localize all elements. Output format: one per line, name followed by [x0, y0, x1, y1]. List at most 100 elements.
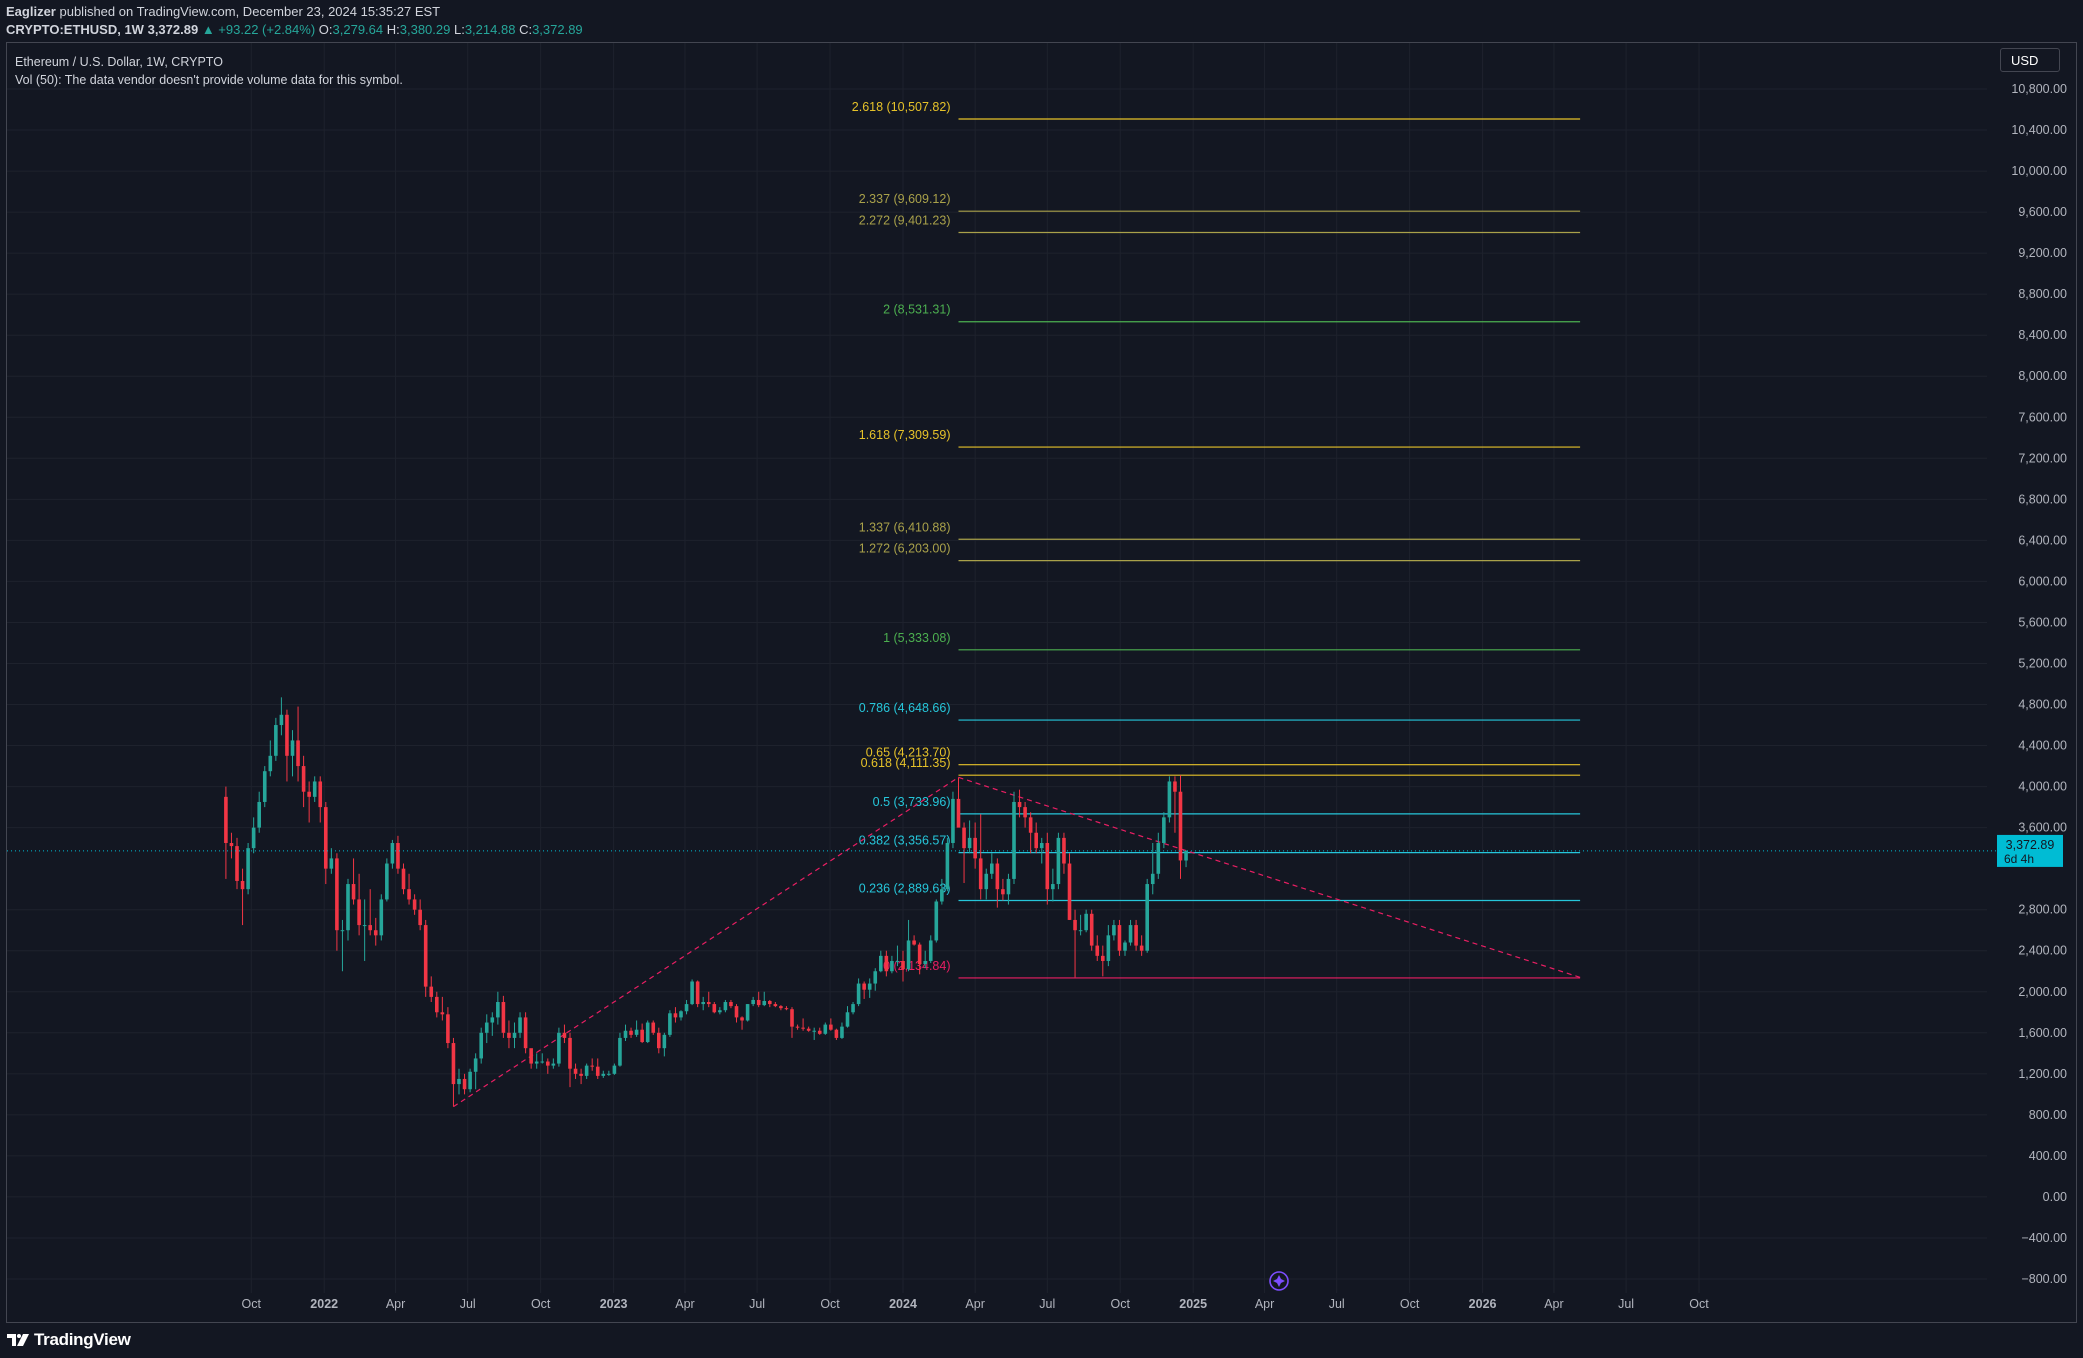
candle: [1167, 776, 1172, 823]
author-name[interactable]: Eaglizer: [6, 4, 56, 19]
candle: [829, 1018, 833, 1031]
candle: [229, 832, 234, 859]
candle-body: [679, 1011, 683, 1018]
last-price: 3,372.89: [147, 22, 199, 37]
price-tick-label: 10,400.00: [2011, 123, 2067, 137]
candle-body: [706, 1002, 711, 1005]
candle: [412, 894, 417, 915]
price-tick-label: 7,200.00: [2018, 451, 2067, 465]
trendline-dashed[interactable]: [453, 776, 959, 1108]
fib-extension[interactable]: 2.618 (10,507.82) 2.337 (9,609.12) 2.272 (…: [852, 100, 1581, 979]
candle: [962, 822, 966, 884]
candle-body: [1056, 837, 1061, 885]
candles: [224, 697, 1188, 1107]
tradingview-brand: TradingView: [34, 1330, 131, 1349]
price-chart[interactable]: 2.618 (10,507.82) 2.337 (9,609.12) 2.272 (…: [7, 43, 2076, 1322]
price-tick-label: 4,400.00: [2018, 739, 2067, 753]
candle-body: [407, 889, 411, 900]
candle-body: [251, 827, 256, 849]
trendlines[interactable]: [453, 776, 1581, 1108]
candle-body: [867, 983, 872, 990]
candle: [817, 1027, 822, 1035]
candle-body: [1178, 791, 1183, 861]
candle-body: [967, 837, 972, 849]
candle: [1150, 843, 1155, 895]
candle: [884, 950, 889, 977]
time-axis[interactable]: Oct 2022 Apr Jul Oct 2023 Apr Jul Oct 2024 Apr Jul O…: [242, 1297, 1710, 1311]
candle: [1073, 909, 1077, 978]
candle: [867, 978, 872, 998]
candle: [307, 781, 311, 823]
candle: [423, 919, 428, 997]
high-label: H:: [386, 22, 400, 37]
candle-body: [473, 1058, 478, 1072]
candle: [1117, 919, 1122, 956]
candle-body: [884, 955, 889, 972]
candle-body: [1167, 781, 1172, 818]
candle-body: [357, 899, 361, 926]
candle: [1134, 919, 1138, 951]
candle: [285, 709, 289, 782]
price-tick-label: 2,800.00: [2018, 903, 2067, 917]
candle-body: [745, 1004, 750, 1021]
candle: [518, 1012, 522, 1038]
candle: [618, 1032, 622, 1067]
candle-body: [945, 843, 950, 890]
candle: [1145, 878, 1149, 953]
price-tick-label: 1,200.00: [2018, 1067, 2067, 1081]
candle: [235, 837, 239, 890]
fib-level-label: 0.5 (3,733.96): [873, 795, 951, 809]
candle: [568, 1032, 572, 1088]
trendline-dashed[interactable]: [958, 776, 1581, 978]
candle: [934, 899, 939, 943]
candle-body: [235, 846, 239, 881]
candle: [1184, 850, 1188, 868]
candle: [912, 935, 916, 946]
candle-body: [479, 1032, 483, 1059]
candle: [1112, 919, 1116, 941]
price-tick-label: 8,400.00: [2018, 328, 2067, 342]
candle-body: [1184, 850, 1188, 861]
candle-body: [740, 1017, 744, 1021]
go-to-realtime-icon[interactable]: [1269, 1271, 1289, 1291]
candle-body: [351, 884, 356, 900]
candle: [1062, 832, 1066, 874]
published-text: published on TradingView.com, December 2…: [59, 4, 441, 19]
price-axis[interactable]: 10,800.00 10,400.00 10,000.00 9,600.00 9,200…: [2011, 82, 2067, 1286]
candle: [1084, 909, 1088, 933]
candle: [1078, 914, 1083, 936]
candle: [801, 1018, 805, 1031]
candle: [379, 894, 384, 941]
candle-body: [1150, 873, 1155, 885]
candle: [834, 1028, 839, 1040]
candle-body: [379, 899, 384, 936]
candle-body: [784, 1008, 789, 1010]
candle-body: [1023, 807, 1027, 818]
legend-title[interactable]: Ethereum / U.S. Dollar, 1W, CRYPTO: [15, 55, 223, 69]
candle-body: [934, 901, 939, 941]
candle-body: [806, 1028, 811, 1031]
tradingview-logo[interactable]: TradingView: [6, 1330, 131, 1350]
candle-body: [568, 1037, 572, 1069]
fib-level-label: 0.786 (4,648.66): [859, 701, 951, 715]
candle: [451, 1037, 456, 1107]
candle-body: [573, 1068, 578, 1074]
candle: [657, 1027, 661, 1054]
currency-button[interactable]: USD: [2000, 48, 2060, 72]
candle: [1006, 873, 1011, 905]
time-tick-label: Apr: [1544, 1297, 1563, 1311]
price-tick-label: 2,000.00: [2018, 985, 2067, 999]
candle-body: [768, 1000, 772, 1005]
candle-body: [718, 1010, 722, 1013]
candle: [401, 863, 406, 895]
candle: [668, 1010, 672, 1037]
candle: [995, 858, 1000, 908]
candle-body: [912, 940, 916, 945]
chart-pane[interactable]: 2.618 (10,507.82) 2.337 (9,609.12) 2.272 (…: [6, 42, 2077, 1323]
candle-body: [640, 1029, 644, 1043]
price-tick-label: 4,800.00: [2018, 698, 2067, 712]
candle: [512, 1022, 517, 1049]
candle-body: [368, 925, 372, 931]
candle-body: [629, 1030, 633, 1035]
candle-body: [507, 1032, 511, 1038]
